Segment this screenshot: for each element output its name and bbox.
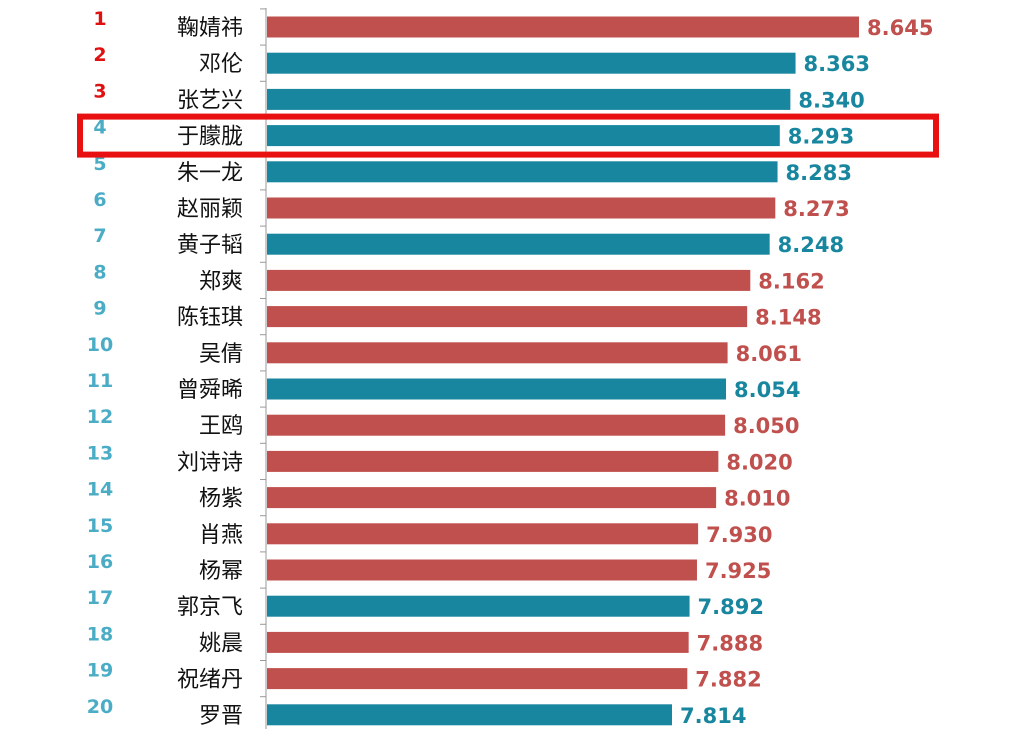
value-label: 7.888	[697, 631, 763, 655]
value-label: 8.363	[804, 52, 870, 76]
value-label: 7.930	[706, 523, 772, 547]
category-label: 鞠婧祎	[177, 16, 243, 41]
value-label: 8.020	[726, 450, 792, 474]
category-label: 姚晨	[199, 631, 243, 656]
category-label: 杨紫	[199, 487, 243, 512]
rank-number: 12	[87, 406, 113, 428]
category-label: 吴倩	[199, 342, 243, 367]
value-label: 7.892	[698, 595, 764, 619]
category-label: 朱一龙	[177, 161, 243, 186]
bar-4	[267, 125, 780, 147]
rank-number: 8	[93, 261, 106, 283]
value-label: 8.054	[734, 378, 800, 402]
bar-7	[267, 233, 770, 255]
rank-number: 20	[87, 696, 113, 718]
value-label: 7.925	[705, 559, 771, 583]
bars-layer	[267, 16, 859, 726]
value-label: 7.814	[680, 704, 746, 728]
value-label: 8.248	[778, 233, 844, 257]
bar-15	[267, 523, 699, 545]
bar-11	[267, 378, 727, 400]
value-label: 8.010	[724, 487, 790, 511]
labels-layer: 8.645 鞠婧祎 1 8.363 邓伦 2 8.340 张艺兴 3 8.293 于朦胧 4 8.283…	[87, 8, 934, 729]
value-label: 8.293	[788, 125, 854, 149]
rank-number: 15	[87, 515, 113, 537]
category-label: 于朦胧	[177, 125, 243, 150]
bar-18	[267, 631, 689, 653]
rank-number: 19	[87, 660, 113, 682]
category-label: 肖燕	[199, 523, 243, 548]
value-label: 8.273	[783, 197, 849, 221]
value-label: 8.162	[758, 269, 824, 293]
rank-number: 13	[87, 442, 113, 464]
value-label: 7.882	[695, 668, 761, 692]
category-label: 曾舜晞	[177, 378, 243, 403]
rank-number: 4	[93, 117, 106, 139]
rank-number: 1	[93, 8, 106, 30]
value-label: 8.050	[733, 414, 799, 438]
category-label: 祝绪丹	[177, 668, 243, 693]
bar-5	[267, 161, 778, 183]
category-label: 杨幂	[199, 559, 243, 584]
rank-number: 14	[87, 479, 113, 501]
value-label: 8.283	[786, 161, 852, 185]
category-label: 王鸥	[199, 414, 243, 439]
category-label: 陈钰琪	[177, 306, 243, 331]
bar-1	[267, 16, 859, 38]
bar-8	[267, 269, 751, 291]
bar-12	[267, 414, 726, 436]
bar-14	[267, 487, 717, 509]
bar-2	[267, 52, 796, 74]
category-label: 郭京飞	[177, 595, 243, 620]
rank-number: 5	[93, 153, 106, 175]
rank-number: 9	[93, 298, 106, 320]
bar-6	[267, 197, 776, 219]
rank-number: 11	[87, 370, 113, 392]
bar-3	[267, 88, 791, 110]
bar-16	[267, 559, 697, 581]
category-label: 张艺兴	[177, 88, 243, 113]
category-label: 郑爽	[199, 269, 243, 294]
value-label: 8.645	[867, 16, 933, 40]
rank-number: 16	[87, 551, 113, 573]
bar-10	[267, 342, 728, 364]
rank-number: 7	[93, 225, 106, 247]
bar-9	[267, 306, 748, 328]
category-label: 罗晋	[199, 704, 243, 729]
rank-number: 18	[87, 623, 113, 645]
rank-number: 2	[93, 44, 106, 66]
category-label: 黄子韬	[177, 233, 243, 258]
bar-17	[267, 595, 690, 617]
highlight-box	[77, 113, 939, 158]
rank-number: 17	[87, 587, 113, 609]
category-label: 刘诗诗	[177, 450, 243, 475]
rank-number: 6	[93, 189, 106, 211]
category-label: 赵丽颖	[177, 197, 243, 222]
value-label: 8.148	[755, 306, 821, 330]
bar-20	[267, 704, 672, 726]
axis-ticks-layer	[260, 8, 266, 698]
rank-number: 10	[87, 334, 113, 356]
bar-19	[267, 668, 688, 690]
bar-13	[267, 450, 719, 472]
value-label: 8.340	[798, 88, 864, 112]
value-label: 8.061	[736, 342, 802, 366]
rank-number: 3	[93, 80, 106, 102]
category-label: 邓伦	[199, 52, 243, 77]
